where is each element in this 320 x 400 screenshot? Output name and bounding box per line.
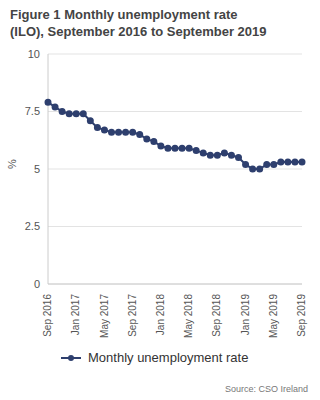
svg-text:Jan 2018: Jan 2018	[155, 294, 166, 336]
svg-text:May 2019: May 2019	[268, 294, 279, 338]
svg-text:Sep 2019: Sep 2019	[296, 294, 307, 337]
svg-text:May 2018: May 2018	[183, 294, 194, 338]
svg-text:%: %	[8, 159, 18, 169]
svg-text:Jan 2019: Jan 2019	[240, 294, 251, 336]
html-text:Source: CSO Ireland: Source: CSO Ireland	[225, 384, 308, 394]
html-text:Figure 1 Monthly unemployment: Figure 1 Monthly unemployment rate (ILO)…	[10, 7, 267, 39]
html-text:Monthly unemployment rate: Monthly unemployment rate	[88, 350, 249, 365]
svg-text:0: 0	[34, 278, 40, 290]
svg-text:May 2017: May 2017	[99, 294, 110, 338]
svg-text:Sep 2017: Sep 2017	[127, 294, 138, 337]
svg-text:Sep 2018: Sep 2018	[211, 294, 222, 337]
svg-text:10: 10	[28, 48, 40, 60]
svg-text:5: 5	[34, 163, 40, 175]
svg-text:2.5: 2.5	[25, 220, 40, 232]
svg-text:Sep 2016: Sep 2016	[42, 294, 53, 337]
svg-text:Jan 2017: Jan 2017	[70, 294, 81, 336]
svg-text:7.5: 7.5	[25, 105, 40, 117]
